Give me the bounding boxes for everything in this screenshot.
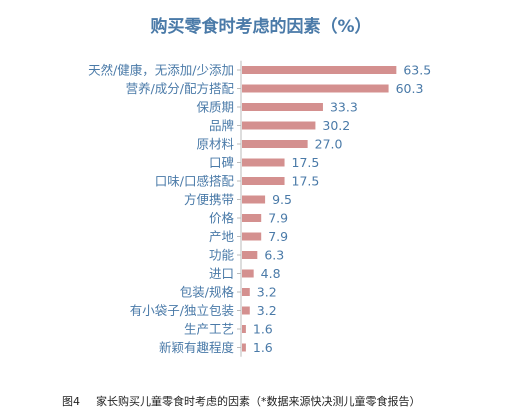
value-label: 3.2 — [257, 285, 277, 300]
value-label: 1.6 — [253, 340, 273, 355]
bar — [242, 343, 246, 352]
value-label: 27.0 — [315, 137, 343, 152]
category-label: 新颖有趣程度 — [159, 340, 235, 355]
category-label: 生产工艺 — [184, 322, 234, 337]
category-label: 有小袋子/独立包装 — [130, 303, 234, 318]
value-label: 6.3 — [264, 248, 284, 263]
category-label: 天然/健康，无添加/少添加 — [88, 63, 234, 78]
bar — [242, 66, 397, 74]
category-label: 口碑 — [209, 155, 234, 170]
value-label: 1.6 — [253, 322, 273, 337]
bar — [242, 84, 389, 93]
value-label: 9.5 — [272, 192, 292, 207]
value-label: 60.3 — [396, 81, 424, 96]
category-label: 方便携带 — [184, 192, 234, 207]
bar-chart: 天然/健康，无添加/少添加 63.5 营养/成分/配方搭配 60.3 保质期 33.3 品牌… — [88, 60, 431, 357]
bar — [242, 214, 262, 222]
category-label: 功能 — [209, 248, 235, 263]
category-label: 保质期 — [196, 100, 234, 115]
bar — [242, 103, 323, 111]
value-label: 17.5 — [292, 174, 320, 189]
value-label: 33.3 — [330, 100, 358, 115]
bar — [242, 288, 250, 296]
category-label: 进口 — [209, 266, 234, 281]
bar — [242, 121, 316, 130]
value-label: 4.8 — [261, 266, 281, 281]
category-label: 产地 — [209, 229, 235, 244]
figure-number: 图4 — [62, 395, 80, 408]
bar — [242, 158, 285, 167]
bar — [242, 232, 262, 241]
category-label: 价格 — [209, 211, 235, 226]
bar — [242, 269, 254, 278]
caption-text: 家长购买儿童零食时考虑的因素（*数据来源快决测儿童零食报告） — [96, 395, 421, 408]
category-label: 包装/规格 — [180, 285, 235, 300]
category-label: 口味/口感搭配 — [155, 174, 235, 189]
bar — [242, 195, 266, 204]
bar — [242, 325, 246, 333]
value-label: 63.5 — [403, 63, 431, 78]
value-label: 7.9 — [268, 211, 288, 226]
bar — [242, 140, 308, 148]
bar — [242, 177, 285, 185]
value-label: 3.2 — [257, 303, 277, 318]
value-label: 30.2 — [322, 118, 350, 133]
bar — [242, 306, 250, 315]
chart-title: 购买零食时考虑的因素（%） — [150, 17, 372, 37]
category-label: 营养/成分/配方搭配 — [126, 81, 235, 96]
value-label: 7.9 — [268, 229, 288, 244]
bar — [242, 251, 258, 259]
value-label: 17.5 — [292, 155, 320, 170]
category-label: 品牌 — [209, 118, 234, 133]
figure-caption: 图4 家长购买儿童零食时考虑的因素（*数据来源快决测儿童零食报告） — [62, 393, 421, 409]
category-label: 原材料 — [196, 137, 234, 152]
